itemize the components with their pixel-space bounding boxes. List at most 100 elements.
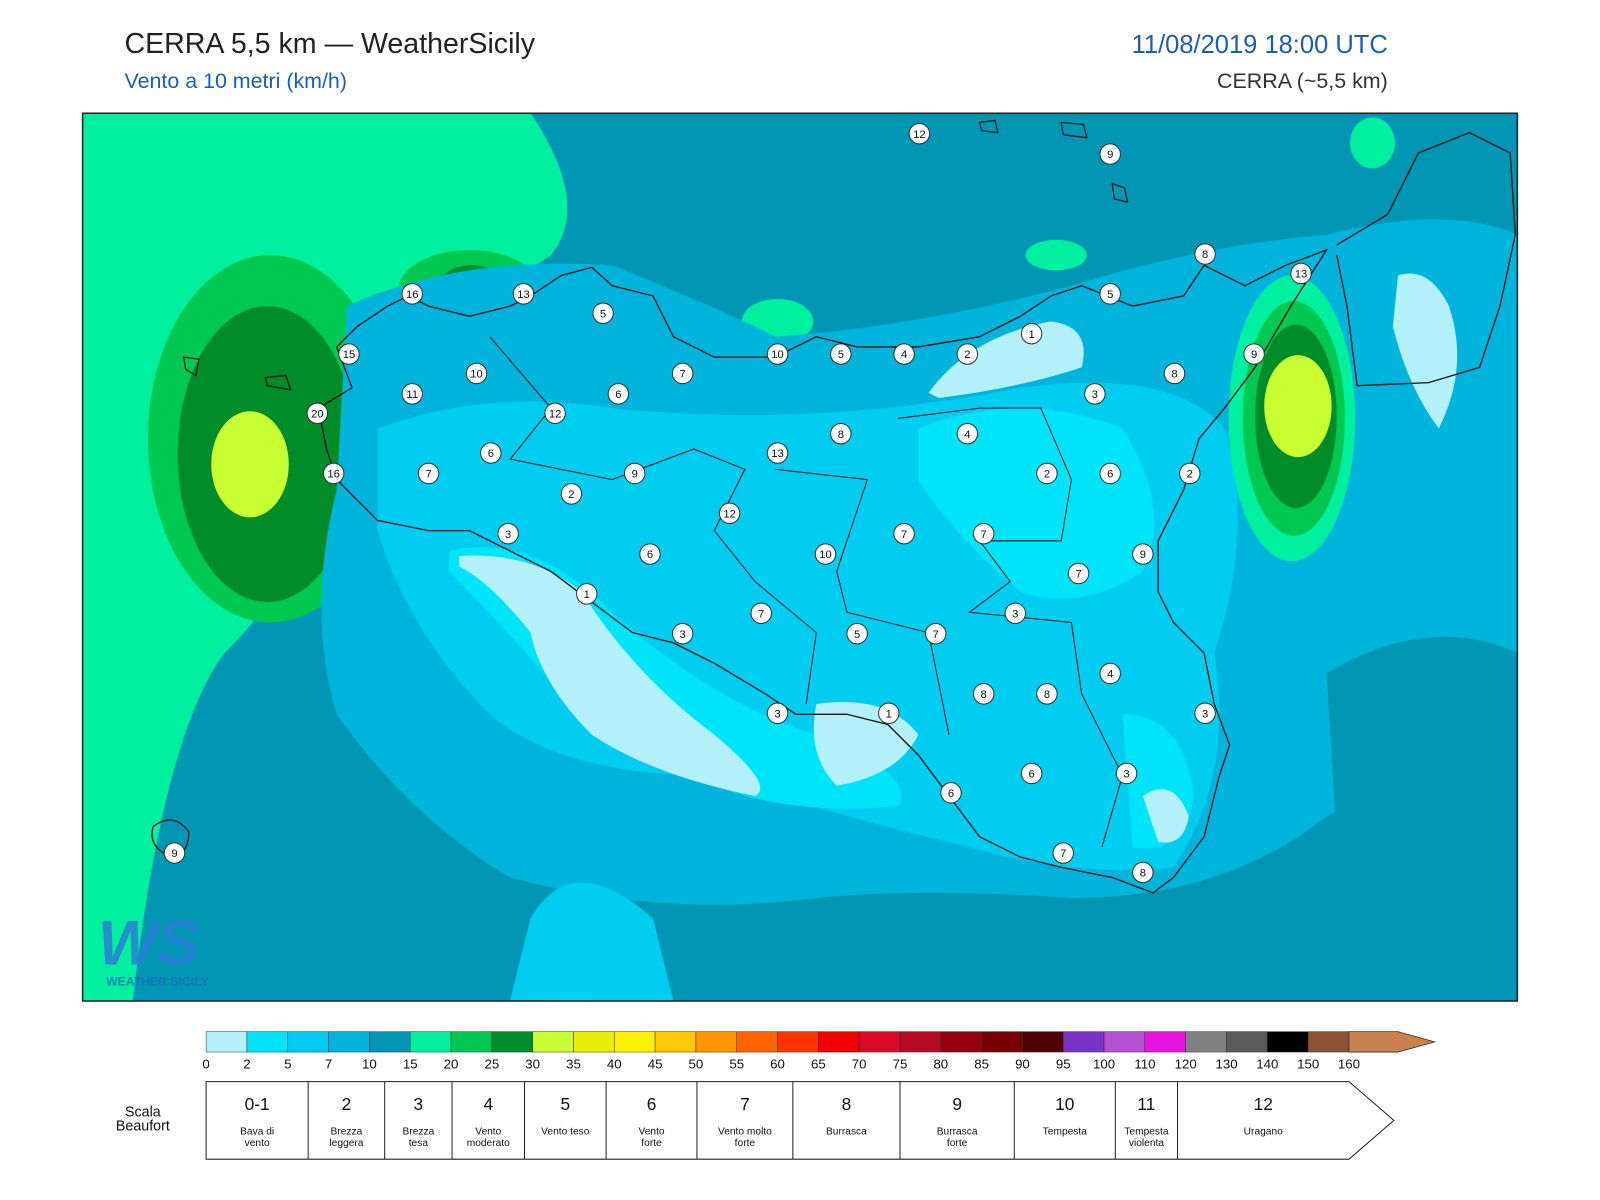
station: 11: [401, 383, 423, 405]
station-value: 4: [1107, 669, 1113, 681]
station: 4: [893, 343, 915, 365]
station-value: 5: [854, 629, 860, 641]
colorbar-tick-label: 2: [243, 1056, 250, 1071]
colorbar-segment: [491, 1031, 533, 1053]
station-value: 16: [406, 289, 418, 301]
station-value: 7: [933, 629, 939, 641]
station-value: 8: [838, 429, 844, 441]
station-marker: [1052, 842, 1074, 864]
subtitle: Vento a 10 metri (km/h): [124, 69, 346, 93]
station-marker: [512, 283, 535, 305]
colorbar-tick-label: 120: [1175, 1056, 1197, 1071]
station: 13: [512, 283, 535, 305]
station-marker: [718, 502, 741, 524]
station: 8: [1194, 243, 1216, 265]
station-marker: [480, 442, 502, 464]
colorbar-tick-label: 30: [525, 1056, 540, 1071]
beaufort-description: Vento forte: [638, 1126, 665, 1149]
station-marker: [623, 462, 646, 485]
station-value: 1: [1029, 329, 1035, 341]
station-marker: [1099, 662, 1121, 685]
beaufort-force: 2: [342, 1094, 352, 1114]
station-marker: [1132, 543, 1154, 565]
station-value: 10: [470, 369, 482, 381]
station-value: 11: [406, 389, 418, 401]
colorbar-segment: [899, 1031, 942, 1053]
station-marker: [1036, 683, 1058, 705]
station: 1: [576, 583, 598, 605]
station-marker: [639, 543, 661, 565]
station-value: 2: [1187, 469, 1193, 481]
station-marker: [417, 462, 440, 485]
station-marker: [306, 402, 329, 424]
colorbar-tick-label: 85: [974, 1056, 989, 1071]
station-value: 13: [517, 289, 529, 301]
station: 1: [1020, 322, 1043, 345]
beaufort-description: Vento teso: [541, 1126, 590, 1138]
station-marker: [1194, 243, 1216, 265]
station-value: 6: [1029, 769, 1035, 781]
map-frame: [81, 112, 1519, 1002]
beaufort-description-box: Vento molto forte: [718, 1127, 772, 1149]
beaufort-force: 7: [740, 1094, 750, 1114]
colorbar-segment: [1144, 1031, 1186, 1053]
station-marker: [766, 343, 789, 365]
station: 12: [908, 122, 931, 145]
beaufort-force: 9: [952, 1094, 962, 1114]
station: 9: [1132, 543, 1154, 565]
station-value: 13: [1295, 269, 1307, 281]
colorbar-segment: [614, 1031, 656, 1053]
station: 6: [1020, 762, 1043, 785]
colorbar-segment: [1307, 1031, 1350, 1053]
station: 13: [766, 442, 789, 464]
station-value: 3: [1092, 389, 1098, 401]
beaufort-force: 5: [560, 1094, 570, 1114]
colorbar-tick-label: 95: [1056, 1056, 1071, 1071]
station-value: 5: [600, 308, 606, 320]
station-marker: [1020, 322, 1043, 345]
colorbar-segment: [532, 1031, 574, 1053]
station-value: 7: [1060, 848, 1066, 860]
station-marker: [814, 543, 837, 565]
station-value: 8: [981, 689, 987, 701]
station-value: 10: [771, 349, 783, 361]
station-marker: [908, 122, 931, 145]
beaufort-force: 6: [647, 1094, 657, 1114]
station: 8: [1163, 362, 1186, 385]
colorbar-segment: [858, 1031, 901, 1053]
station-value: 9: [1140, 549, 1146, 561]
colorbar-tick-label: 40: [607, 1056, 622, 1071]
station-value: 20: [311, 408, 323, 420]
station: 8: [1132, 861, 1154, 884]
colorbar-tick-label: 160: [1338, 1056, 1360, 1071]
station-marker: [1099, 283, 1121, 305]
station-value: 13: [771, 448, 783, 460]
colorbar-tick-label: 75: [893, 1056, 908, 1071]
station-marker: [1067, 562, 1090, 585]
station-marker: [592, 302, 614, 324]
station: 3: [1004, 602, 1027, 624]
colorbar-tick-label: 55: [729, 1056, 744, 1071]
station: 5: [1099, 283, 1121, 305]
beaufort-force: 10: [1055, 1094, 1074, 1114]
beaufort-description: Bava di vento: [240, 1126, 275, 1149]
station: 5: [830, 343, 852, 365]
station: 3: [1194, 702, 1216, 724]
beaufort-description: Tempesta violenta: [1124, 1126, 1169, 1149]
colorbar-segment: [818, 1031, 860, 1053]
station-marker: [1036, 462, 1058, 485]
beaufort-description-box: Vento moderato: [467, 1127, 510, 1149]
colorbar-tick-label: 45: [648, 1056, 663, 1071]
colorbar: 0 2 5 7 10 15 20 25 30 35 40 45 50 55 60 65 70 75 80 85 90 95…: [202, 1031, 1437, 1071]
station: 7: [417, 462, 440, 485]
colorbar-segment: [1226, 1031, 1268, 1053]
station: 6: [480, 442, 502, 464]
colorbar-segment: [1022, 1031, 1064, 1053]
station: 6: [940, 782, 962, 804]
beaufort-description-box: Brezza leggera: [329, 1127, 363, 1149]
colorbar-segment: [777, 1031, 819, 1053]
station-value: 10: [819, 549, 831, 561]
station-value: 1: [886, 708, 892, 720]
logo-mark: WS: [98, 908, 200, 978]
